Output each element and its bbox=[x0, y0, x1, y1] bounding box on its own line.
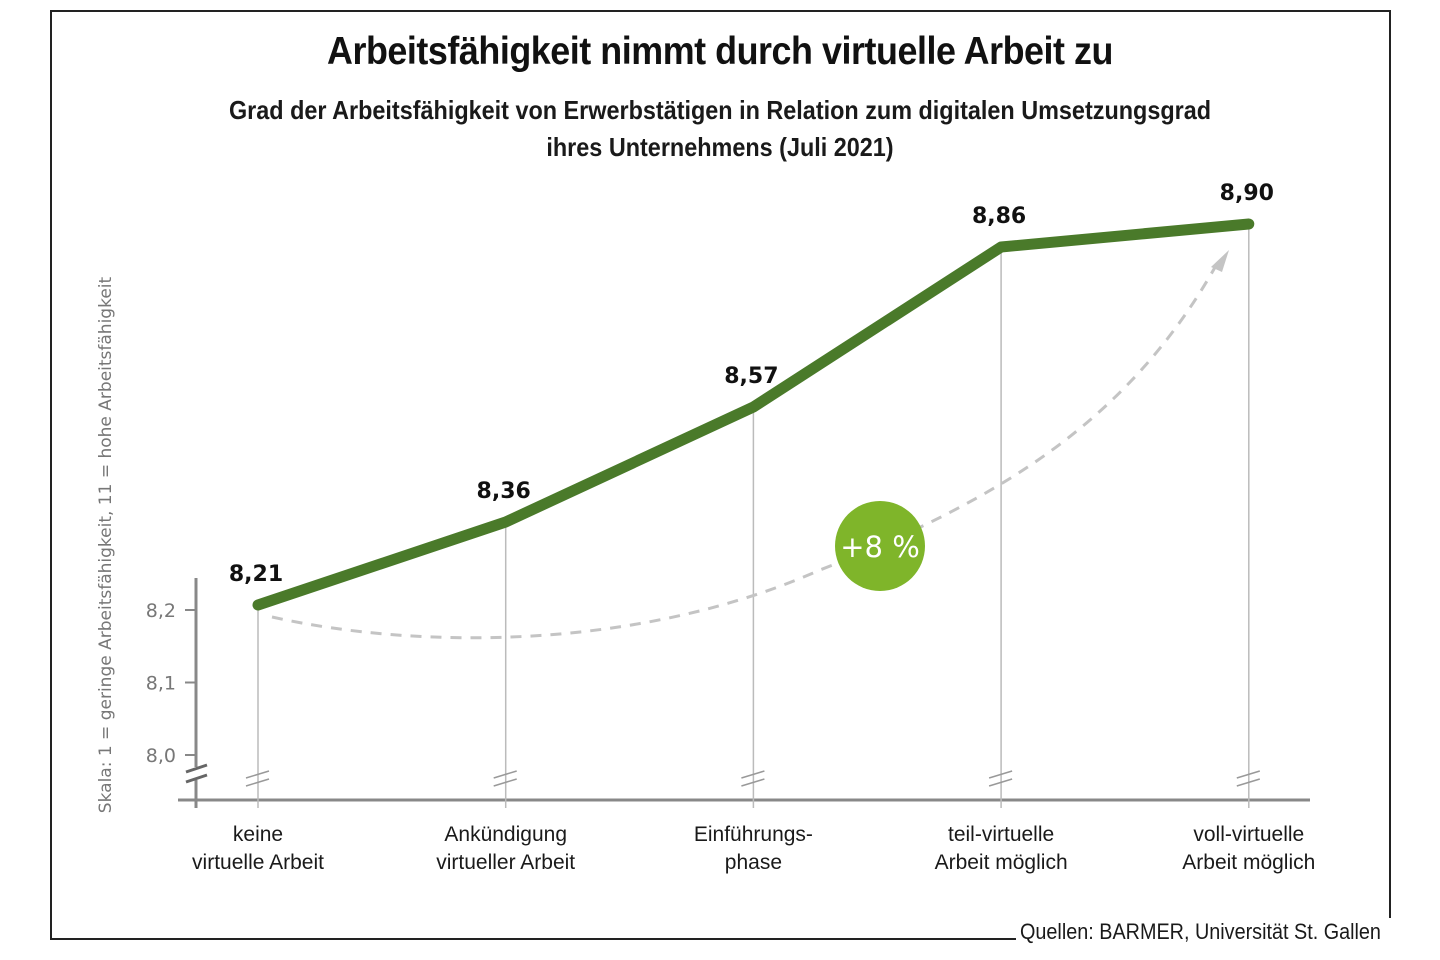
guide-break-mark bbox=[1236, 778, 1261, 787]
data-series bbox=[252, 218, 1255, 611]
chart-subtitle-line-1: Grad der Arbeitsfähigkeit von Erwerbstät… bbox=[228, 95, 1212, 125]
growth-badge-text: +8 % bbox=[840, 530, 920, 564]
trend-arrow-path bbox=[271, 261, 1220, 640]
data-label: 8,90 bbox=[1220, 181, 1274, 206]
x-tick-label: Ankündigung bbox=[444, 823, 567, 846]
guide-break-mark bbox=[988, 778, 1013, 787]
data-label: 8,57 bbox=[724, 364, 778, 389]
data-label: 8,36 bbox=[477, 479, 531, 504]
x-tick-label: virtuelle Arbeit bbox=[192, 851, 324, 874]
y-axis-break-mark bbox=[185, 763, 208, 774]
category-guide-lines bbox=[245, 224, 1261, 808]
x-axis-labels: keine virtuelle Arbeit Ankündigung virtuell… bbox=[192, 823, 1315, 874]
trend-arrow-head bbox=[1211, 250, 1229, 272]
y-axis-break-mark bbox=[185, 773, 208, 784]
frame-left-border bbox=[50, 10, 52, 940]
y-tick-label: 8,1 bbox=[146, 673, 176, 695]
y-tick-label: 8,0 bbox=[146, 745, 176, 767]
x-tick-label: Arbeit möglich bbox=[935, 851, 1068, 874]
x-tick-label: keine bbox=[233, 823, 283, 846]
chart-subtitle-line-2: ihres Unternehmens (Juli 2021) bbox=[546, 132, 894, 162]
x-tick-label: teil-virtuelle bbox=[948, 823, 1054, 846]
source-note: Quellen: BARMER, Universität St. Gallen bbox=[1020, 919, 1381, 944]
growth-badge-circle bbox=[835, 501, 925, 591]
data-label: 8,86 bbox=[972, 204, 1026, 229]
data-label: 8,21 bbox=[229, 562, 283, 587]
x-tick-label: phase bbox=[725, 851, 782, 874]
frame-bottom-border bbox=[50, 938, 1016, 940]
axes: 8,0 8,1 8,2 bbox=[146, 578, 1310, 808]
guide-break-mark bbox=[493, 770, 517, 779]
x-tick-label: virtueller Arbeit bbox=[436, 851, 575, 874]
x-tick-label: Arbeit möglich bbox=[1182, 851, 1315, 874]
data-labels: 8,21 8,36 8,57 8,86 8,90 bbox=[229, 181, 1274, 587]
y-tick-label: 8,2 bbox=[146, 600, 176, 622]
frame-right-border bbox=[1389, 10, 1391, 918]
trend-arrow bbox=[271, 250, 1229, 640]
guide-break-mark bbox=[245, 778, 270, 787]
guide-break-mark bbox=[493, 778, 517, 787]
guide-break-mark bbox=[741, 770, 765, 779]
guide-break-mark bbox=[1236, 770, 1261, 779]
guide-break-mark bbox=[245, 770, 270, 779]
x-tick-label: voll-virtuelle bbox=[1193, 823, 1304, 846]
growth-badge: +8 % bbox=[835, 501, 925, 591]
chart-title: Arbeitsfähigkeit nimmt durch virtuelle A… bbox=[326, 30, 1113, 73]
guide-break-mark bbox=[741, 778, 765, 787]
frame-top-border bbox=[51, 10, 1391, 12]
guide-break-mark bbox=[988, 770, 1013, 779]
x-tick-label: Einführungs- bbox=[694, 823, 813, 846]
